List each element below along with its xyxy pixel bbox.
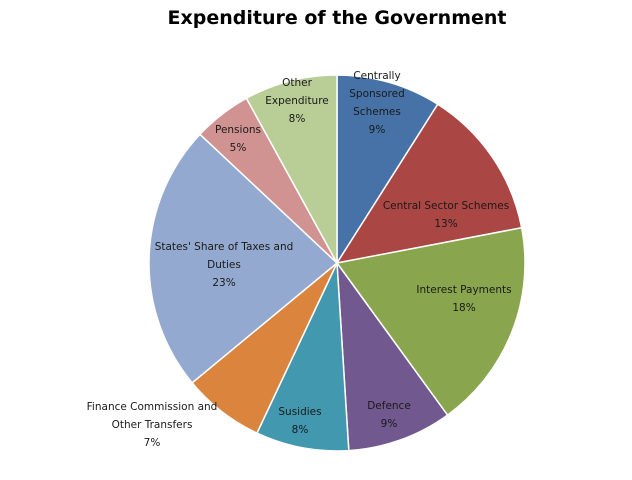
slice-name-line: Other — [282, 77, 312, 89]
slice-susidies — [255, 262, 350, 452]
slice-name-line: Central Sector Schemes — [383, 200, 509, 212]
slice-name-line: Defence — [367, 400, 411, 412]
slice-label-central-sector-schemes: Central Sector Schemes 13% — [383, 200, 509, 230]
slice-name-line: Other Transfers — [112, 419, 193, 431]
slice-name-line: States' Share of Taxes and — [155, 241, 294, 253]
slice-states-share-of-taxes-and-duties — [148, 133, 339, 384]
slice-name-line: Sponsored — [349, 88, 405, 100]
slice-name-line: Expenditure — [265, 95, 329, 107]
slice-label-finance-commission-and-other-transfers: Finance Commission and Other Transfers 7% — [87, 401, 218, 449]
slice-label-states-share-of-taxes-and-duties: States' Share of Taxes and Duties 23% — [155, 241, 294, 289]
slice-other-expenditure — [245, 74, 338, 264]
slice-value-label: 9% — [381, 418, 398, 430]
chart-title: Expenditure of the Government — [168, 7, 507, 29]
slice-name-line: Duties — [207, 259, 241, 271]
slice-name-line: Centrally — [353, 70, 400, 82]
slice-centrally-sponsored-schemes — [336, 74, 439, 266]
slices-layer — [148, 74, 526, 452]
slice-label-interest-payments: Interest Payments 18% — [416, 284, 511, 314]
slice-value-label: 23% — [212, 277, 235, 289]
slice-defence — [336, 260, 449, 452]
slice-label-susidies: Susidies 8% — [278, 406, 321, 436]
slice-value-label: 18% — [452, 302, 475, 314]
slice-value-label: 8% — [289, 113, 306, 125]
slice-label-defence: Defence 9% — [367, 400, 411, 430]
slice-name-line: Schemes — [353, 106, 401, 118]
labels-layer: Centrally Sponsored Schemes 9% Central Secto… — [87, 70, 512, 449]
slice-label-centrally-sponsored-schemes: Centrally Sponsored Schemes 9% — [349, 70, 405, 136]
slice-name-line: Pensions — [215, 124, 261, 136]
slice-name-line: Finance Commission and — [87, 401, 218, 413]
slice-interest-payments — [335, 226, 526, 417]
slice-name-line: Susidies — [278, 406, 321, 418]
slice-name-line: Interest Payments — [416, 284, 511, 296]
slice-value-label: 9% — [369, 124, 386, 136]
slice-central-sector-schemes — [335, 103, 523, 265]
slice-value-label: 7% — [144, 437, 161, 449]
slice-label-other-expenditure: Other Expenditure 8% — [265, 77, 329, 125]
slice-value-label: 5% — [230, 142, 247, 154]
slice-value-label: 8% — [292, 424, 309, 436]
slice-label-pensions: Pensions 5% — [215, 124, 261, 154]
slice-value-label: 13% — [434, 218, 457, 230]
